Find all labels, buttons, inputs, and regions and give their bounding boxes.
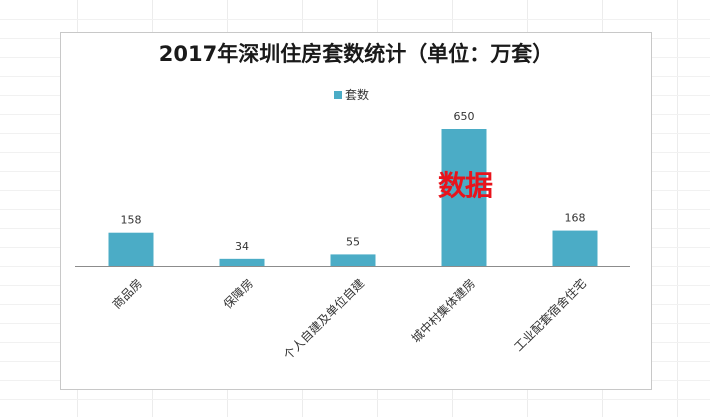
chart-frame	[60, 32, 652, 390]
bar-2	[330, 254, 376, 266]
grid-column-line	[677, 0, 678, 417]
legend-label: 套数	[345, 88, 370, 102]
data-label-3: 650	[454, 110, 475, 123]
chart-legend: 套数	[334, 86, 369, 103]
data-label-1: 34	[235, 240, 249, 253]
bar-3	[441, 129, 487, 266]
redaction-mask-2	[490, 190, 526, 202]
category-label-0: 商品房	[109, 276, 145, 312]
bar-4	[552, 230, 598, 266]
data-label-2: 55	[346, 235, 360, 248]
watermark-text: 数据	[438, 169, 493, 202]
category-label-1: 保障房	[220, 276, 256, 312]
category-label-4: 工业配套宿舍住宅	[511, 276, 589, 354]
grid-row-line	[0, 399, 710, 400]
data-label-0: 158	[121, 214, 142, 227]
category-label-3: 城中村集体建房	[408, 276, 478, 346]
grid-row-line	[0, 19, 710, 20]
bar-0	[108, 232, 154, 266]
bar-1	[219, 258, 265, 266]
legend-swatch	[334, 91, 342, 99]
category-label-2: 个人自建及单位自建	[280, 276, 367, 363]
data-label-4: 168	[565, 212, 586, 225]
chart-title: 2017年深圳住房套数统计（单位：万套）	[158, 42, 554, 66]
redaction-mask-1	[246, 190, 376, 202]
